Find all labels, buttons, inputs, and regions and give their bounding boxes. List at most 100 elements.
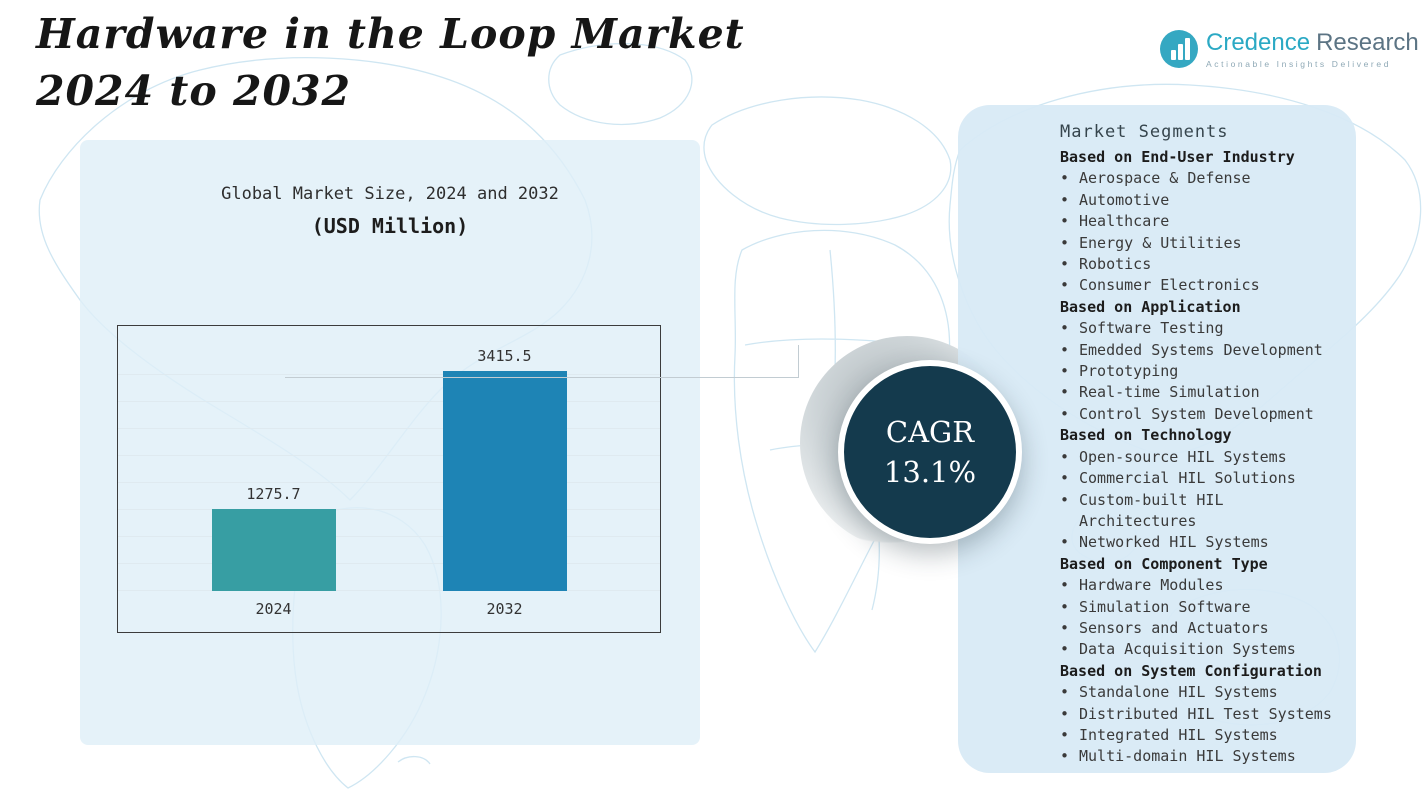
segment-group-heading: Based on End-User Industry	[1060, 148, 1295, 166]
segment-item-label: Commercial HIL Solutions	[1079, 469, 1296, 488]
segments-title: Market Segments	[1060, 122, 1229, 142]
segment-item: • Custom-built HIL Architectures	[1060, 490, 1338, 533]
segment-item: • Networked HIL Systems	[1060, 532, 1338, 553]
market-size-panel: Global Market Size, 2024 and 2032 (USD M…	[80, 140, 700, 745]
segment-item-label: Emedded Systems Development	[1079, 340, 1323, 359]
bullet-icon: •	[1060, 704, 1070, 723]
segment-item-label: Simulation Software	[1079, 597, 1251, 616]
chart-title: Global Market Size, 2024 and 2032	[221, 184, 559, 204]
segment-item-label: Automotive	[1079, 190, 1170, 209]
bullet-icon: •	[1060, 319, 1070, 338]
leader-line-vertical	[798, 345, 799, 378]
bar-category-label: 2024	[255, 600, 292, 618]
bar-chart: 1275.7 2024 3415.5 2032	[117, 325, 661, 633]
segment-item: • Sensors and Actuators	[1060, 618, 1338, 639]
market-segments-panel: Market Segments Based on End-User Indust…	[958, 105, 1356, 773]
bullet-icon: •	[1060, 362, 1070, 381]
logo-tagline: Actionable Insights Delivered	[1206, 59, 1392, 69]
segment-item: • Hardware Modules	[1060, 575, 1338, 596]
bar-value-label: 3415.5	[477, 347, 532, 365]
segment-item-label: Prototyping	[1079, 362, 1179, 381]
bullet-icon: •	[1060, 640, 1070, 659]
bullet-icon: •	[1060, 576, 1070, 595]
bullet-icon: •	[1060, 618, 1070, 637]
credence-research-logo: Credence Research Actionable Insights Del…	[1160, 30, 1419, 69]
bar-2024	[211, 509, 336, 591]
cagr-badge: CAGR 13.1%	[838, 360, 1022, 544]
segment-item: • Prototyping	[1060, 361, 1338, 382]
segment-item: • Data Acquisition Systems	[1060, 639, 1338, 660]
logo-bar-icon	[1185, 38, 1190, 60]
bullet-icon: •	[1060, 747, 1070, 766]
cagr-label: CAGR	[885, 415, 975, 449]
chart-gridlines	[118, 351, 660, 591]
segment-item-label: Standalone HIL Systems	[1079, 683, 1278, 702]
segment-item-label: Hardware Modules	[1079, 576, 1224, 595]
segment-item: • Control System Development	[1060, 404, 1338, 425]
leader-line-horizontal	[285, 377, 798, 378]
logo-brand-secondary: Research	[1316, 29, 1419, 56]
bullet-icon: •	[1060, 597, 1070, 616]
bar-plot: 1275.7 2024 3415.5 2032	[118, 326, 660, 632]
segment-item-label: Networked HIL Systems	[1079, 533, 1269, 552]
bar-group: 1275.7 2024	[211, 485, 336, 618]
page-title-line1: Hardware in the Loop Market	[36, 10, 745, 58]
segment-item: • Distributed HIL Test Systems	[1060, 704, 1338, 725]
segment-item-label: Custom-built HIL Architectures	[1079, 490, 1224, 530]
bullet-icon: •	[1060, 725, 1070, 744]
segment-item-label: Sensors and Actuators	[1079, 618, 1269, 637]
segment-item: • Multi-domain HIL Systems	[1060, 746, 1338, 767]
bullet-icon: •	[1060, 469, 1070, 488]
segment-item-label: Consumer Electronics	[1079, 276, 1260, 295]
segment-item: • Healthcare	[1060, 211, 1338, 232]
page-title: Hardware in the Loop Market 2024 to 2032	[36, 6, 745, 120]
segment-item: • Commercial HIL Solutions	[1060, 468, 1338, 489]
logo-text: Credence Research Actionable Insights Del…	[1206, 29, 1419, 70]
segment-group-heading: Based on Application	[1060, 297, 1241, 316]
page-title-line2: 2024 to 2032	[36, 67, 352, 115]
bullet-icon: •	[1060, 340, 1070, 359]
segment-item-label: Real-time Simulation	[1079, 383, 1260, 402]
bullet-icon: •	[1060, 404, 1070, 423]
segment-item: • Simulation Software	[1060, 597, 1338, 618]
segment-group-heading: Based on Technology	[1060, 426, 1232, 445]
segment-item-label: Healthcare	[1079, 212, 1170, 231]
segment-item: • Integrated HIL Systems	[1060, 725, 1338, 746]
bullet-icon: •	[1060, 190, 1070, 209]
logo-bar-icon	[1171, 50, 1176, 60]
bullet-icon: •	[1060, 490, 1070, 509]
segment-item: • Software Testing	[1060, 318, 1338, 339]
bullet-icon: •	[1060, 255, 1070, 274]
segment-item: • Robotics	[1060, 254, 1338, 275]
segment-item: • Real-time Simulation	[1060, 382, 1338, 403]
segment-item: • Open-source HIL Systems	[1060, 447, 1338, 468]
segment-item: • Emedded Systems Development	[1060, 340, 1338, 361]
bullet-icon: •	[1060, 276, 1070, 295]
segments-list: Based on End-User Industry • Aerospace & D…	[1060, 147, 1338, 768]
bar-value-label: 1275.7	[246, 485, 301, 503]
segment-item-label: Robotics	[1079, 255, 1152, 274]
segment-item: • Standalone HIL Systems	[1060, 682, 1338, 703]
bullet-icon: •	[1060, 212, 1070, 231]
logo-brand-primary: Credence	[1206, 29, 1311, 56]
chart-subtitle: (USD Million)	[311, 214, 469, 238]
segment-item-label: Multi-domain HIL Systems	[1079, 747, 1296, 766]
segment-item-label: Integrated HIL Systems	[1079, 725, 1278, 744]
segment-item-label: Energy & Utilities	[1079, 233, 1242, 252]
segment-group-heading: Based on Component Type	[1060, 554, 1268, 573]
bar-category-label: 2032	[486, 600, 523, 618]
segment-item: • Consumer Electronics	[1060, 275, 1338, 296]
bullet-icon: •	[1060, 233, 1070, 252]
bullet-icon: •	[1060, 169, 1070, 188]
bullet-icon: •	[1060, 383, 1070, 402]
bullet-icon: •	[1060, 533, 1070, 552]
cagr-value: 13.1%	[883, 455, 977, 489]
bar-group: 3415.5 2032	[442, 347, 567, 618]
segment-item: • Aerospace & Defense	[1060, 168, 1338, 189]
segment-item-label: Open-source HIL Systems	[1079, 447, 1287, 466]
logo-bar-icon	[1178, 44, 1183, 60]
segment-item-label: Software Testing	[1079, 319, 1224, 338]
segment-item-label: Data Acquisition Systems	[1079, 640, 1296, 659]
segment-group-heading: Based on System Configuration	[1060, 661, 1322, 680]
